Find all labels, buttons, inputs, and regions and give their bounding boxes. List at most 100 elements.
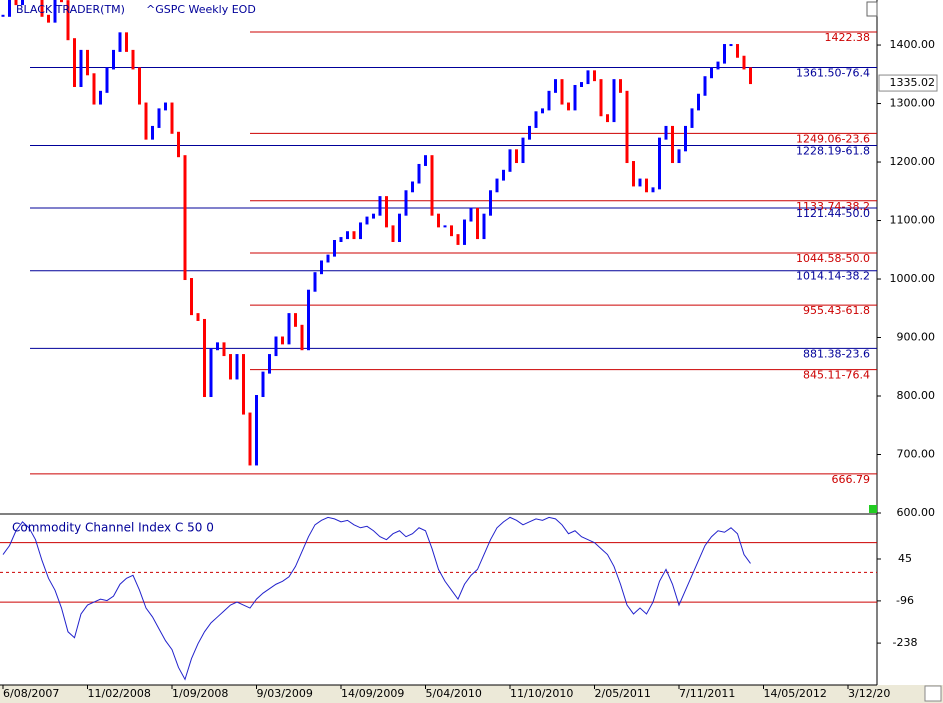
- date-axis-band: [0, 685, 943, 703]
- price-bar: [40, 0, 44, 17]
- price-bar: [79, 49, 83, 87]
- fib-label: 1249.06-23.6: [796, 132, 870, 145]
- price-bar: [697, 93, 700, 111]
- price-bar: [365, 216, 369, 225]
- price-bar: [209, 348, 213, 398]
- price-bar: [320, 260, 323, 275]
- price-bar: [651, 187, 655, 193]
- x-tick-label: 3/12/20: [848, 687, 890, 700]
- price-bar: [495, 178, 499, 193]
- price-bar: [677, 149, 681, 164]
- price-bar: [625, 90, 629, 164]
- y-tick-label: 1200.00: [890, 155, 936, 168]
- price-bar: [729, 44, 733, 47]
- tf-button[interactable]: [924, 685, 942, 702]
- price-bar: [352, 231, 356, 240]
- price-bar: [703, 76, 707, 96]
- fib-label: 1121.44-50.0: [796, 207, 870, 220]
- price-bar: [60, 0, 63, 3]
- cci-line: [2, 516, 751, 681]
- price-bar: [424, 155, 427, 166]
- price-bar: [307, 289, 310, 351]
- last-price-label: 1335.02: [890, 76, 936, 89]
- price-bar: [664, 125, 668, 140]
- price-bar: [281, 336, 284, 345]
- price-bar: [157, 108, 161, 128]
- price-bar: [242, 354, 245, 415]
- price-bar: [450, 225, 453, 237]
- y-tick-label: -96: [896, 594, 914, 607]
- price-bar: [261, 371, 265, 398]
- price-bar: [430, 155, 434, 216]
- price-bar: [502, 169, 505, 181]
- brand: BLACK TRADER(TM): [16, 3, 125, 16]
- x-tick-label: 1/09/2008: [172, 687, 228, 700]
- price-bar: [86, 49, 89, 76]
- y-tick-label: 1100.00: [890, 214, 936, 227]
- price-bar: [463, 219, 466, 245]
- chart-title: ^GSPC Weekly EOD: [146, 3, 256, 16]
- price-bar: [53, 0, 57, 23]
- price-bar: [671, 125, 674, 164]
- cci-pane: [0, 516, 877, 681]
- price-bar: [99, 90, 102, 105]
- price-bar: [690, 108, 694, 128]
- price-bar: [359, 222, 362, 240]
- price-bar: [411, 181, 414, 193]
- price-bar: [541, 108, 544, 114]
- price-bar: [437, 213, 440, 228]
- price-bar: [456, 234, 460, 245]
- price-bar: [313, 272, 317, 292]
- price-bar: [164, 102, 167, 111]
- price-bar: [203, 318, 206, 398]
- price-bar: [547, 90, 551, 111]
- price-bar: [586, 70, 590, 85]
- price-bar: [229, 354, 232, 380]
- price-bar: [183, 155, 187, 281]
- price-bar: [716, 61, 720, 70]
- price-bar: [339, 237, 343, 242]
- price-bar: [105, 67, 109, 93]
- fib-label: 1422.38: [825, 31, 871, 44]
- y-tick-label: 45: [898, 552, 912, 565]
- price-bar: [658, 137, 661, 190]
- price-bar: [489, 190, 492, 216]
- price-bar: [21, 0, 24, 6]
- x-tick-label: 14/05/2012: [764, 687, 827, 700]
- y-tick-label: 600.00: [897, 506, 936, 519]
- x-tick-label: 9/03/2009: [257, 687, 313, 700]
- price-bar: [476, 207, 479, 240]
- price-bar: [235, 354, 239, 380]
- price-bar: [196, 313, 200, 321]
- price-bar: [47, 14, 50, 23]
- price-bar: [632, 161, 635, 187]
- price-bar: [300, 324, 304, 351]
- price-bar: [567, 102, 570, 111]
- x-tick-label: 11/10/2010: [510, 687, 573, 700]
- x-tick-label: 11/02/2008: [88, 687, 151, 700]
- price-bar: [482, 213, 486, 240]
- price-bar: [177, 131, 180, 158]
- x-tick-label: 2/05/2011: [595, 687, 651, 700]
- price-bar: [333, 239, 336, 257]
- price-bar: [66, 0, 70, 41]
- price-bar: [190, 278, 193, 316]
- price-bar: [515, 149, 518, 164]
- fib-label: 1133.74-38.2: [796, 200, 870, 213]
- price-bar: [573, 84, 577, 111]
- last-price-box: [878, 74, 938, 92]
- x-tick-label: 6/08/2007: [3, 687, 59, 700]
- price-bar: [443, 225, 447, 228]
- price-bar: [417, 163, 421, 184]
- fib-label: 955.43-61.8: [803, 304, 870, 317]
- price-bar: [742, 55, 746, 70]
- price-bar: [599, 79, 603, 117]
- fib-label: 881.38-23.6: [803, 347, 870, 360]
- pane-button[interactable]: [866, 1, 878, 17]
- price-pane: [1, 0, 877, 475]
- price-bar: [723, 44, 726, 64]
- y-tick-label: 1400.00: [890, 38, 936, 51]
- price-bar: [508, 149, 512, 172]
